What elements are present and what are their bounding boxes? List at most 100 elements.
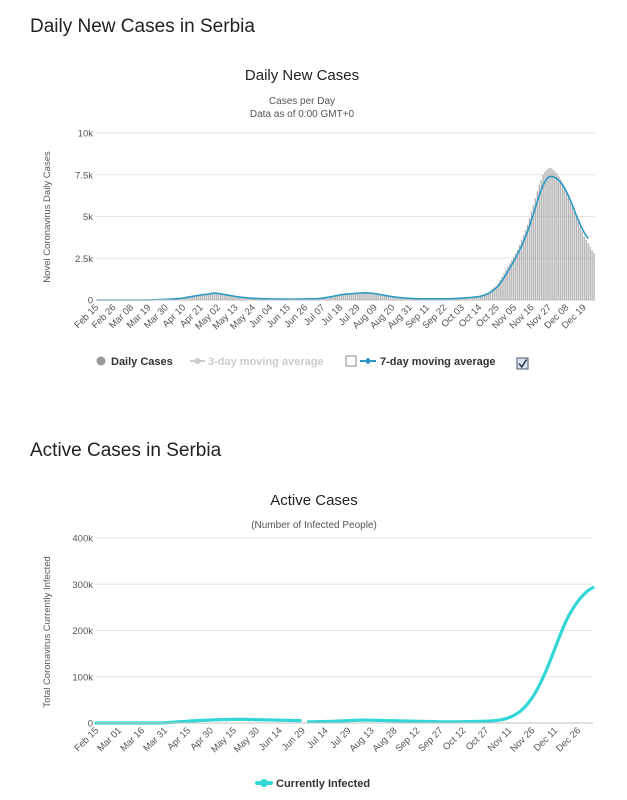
daily-case-bar[interactable] <box>335 295 337 300</box>
daily-case-bar[interactable] <box>560 179 562 300</box>
legend-item-3-day-average[interactable]: 3-day moving average <box>190 356 324 368</box>
daily-case-bar[interactable] <box>475 296 478 300</box>
legend-checkbox-checked[interactable] <box>516 357 529 370</box>
daily-case-bar[interactable] <box>360 292 362 300</box>
daily-case-bar[interactable] <box>327 296 329 300</box>
daily-case-bar[interactable] <box>331 296 333 300</box>
daily-case-bar[interactable] <box>503 273 505 300</box>
daily-case-bar[interactable] <box>225 294 227 300</box>
daily-case-bar[interactable] <box>399 297 401 300</box>
daily-case-bar[interactable] <box>542 174 544 300</box>
daily-case-bar[interactable] <box>352 293 355 300</box>
daily-case-bar[interactable] <box>509 263 511 300</box>
daily-case-bar[interactable] <box>319 298 321 300</box>
daily-case-bar[interactable] <box>518 244 521 300</box>
daily-case-bar[interactable] <box>350 293 353 300</box>
daily-case-bar[interactable] <box>233 295 235 300</box>
daily-case-bar[interactable] <box>462 298 464 300</box>
daily-case-bar[interactable] <box>489 290 491 300</box>
daily-case-bar[interactable] <box>583 236 585 300</box>
daily-case-bar[interactable] <box>593 253 595 300</box>
daily-case-bar[interactable] <box>382 295 384 300</box>
daily-case-bar[interactable] <box>505 269 507 300</box>
daily-case-bar[interactable] <box>323 297 325 300</box>
daily-case-bar[interactable] <box>239 296 241 300</box>
daily-case-bar[interactable] <box>389 296 392 300</box>
daily-case-bar[interactable] <box>479 295 482 300</box>
daily-case-bar[interactable] <box>393 297 396 300</box>
daily-case-bar[interactable] <box>378 294 380 300</box>
daily-case-bar[interactable] <box>364 292 366 300</box>
daily-case-bar[interactable] <box>342 294 345 300</box>
daily-case-bar[interactable] <box>493 287 495 300</box>
daily-case-bar[interactable] <box>532 204 535 300</box>
daily-case-bar[interactable] <box>336 294 339 300</box>
daily-case-bar[interactable] <box>387 296 390 300</box>
daily-case-bar[interactable] <box>235 296 237 300</box>
daily-case-bar[interactable] <box>403 298 405 300</box>
daily-case-bar[interactable] <box>473 296 476 300</box>
daily-case-bar[interactable] <box>579 226 582 300</box>
daily-case-bar[interactable] <box>468 297 470 301</box>
daily-case-bar[interactable] <box>499 279 501 300</box>
daily-case-bar[interactable] <box>348 293 351 300</box>
daily-case-bar[interactable] <box>522 234 525 300</box>
daily-case-bar[interactable] <box>237 296 239 300</box>
daily-case-bar[interactable] <box>554 171 556 300</box>
daily-case-bar[interactable] <box>513 256 515 300</box>
daily-case-bar[interactable] <box>585 239 587 300</box>
daily-case-bar[interactable] <box>458 298 460 300</box>
daily-case-bar[interactable] <box>563 186 566 300</box>
daily-case-bar[interactable] <box>552 169 554 300</box>
daily-case-bar[interactable] <box>329 296 331 300</box>
daily-case-bar[interactable] <box>356 292 358 300</box>
legend-item-7-day-average[interactable]: 7-day moving average <box>360 356 496 368</box>
daily-case-bar[interactable] <box>577 221 580 300</box>
daily-case-bar[interactable] <box>460 298 462 300</box>
daily-case-bar[interactable] <box>491 289 493 301</box>
daily-case-bar[interactable] <box>380 294 382 300</box>
daily-case-bar[interactable] <box>497 283 499 300</box>
daily-case-bar[interactable] <box>575 216 578 301</box>
legend-item-currently-infected[interactable]: Currently Infected <box>255 778 370 790</box>
daily-case-bar[interactable] <box>487 292 490 300</box>
daily-case-bar[interactable] <box>215 292 218 300</box>
daily-case-bar[interactable] <box>407 298 409 300</box>
daily-case-bar[interactable] <box>219 293 221 300</box>
daily-case-bar[interactable] <box>254 298 257 300</box>
daily-case-bar[interactable] <box>409 298 411 300</box>
daily-case-bar[interactable] <box>520 239 523 300</box>
daily-case-bar[interactable] <box>395 297 398 300</box>
daily-case-bar[interactable] <box>207 293 210 300</box>
daily-case-bar[interactable] <box>528 218 531 300</box>
daily-case-bar[interactable] <box>589 246 591 300</box>
daily-case-bar[interactable] <box>483 294 486 300</box>
daily-case-bar[interactable] <box>591 249 593 300</box>
daily-case-bar[interactable] <box>567 196 570 300</box>
daily-case-bar[interactable] <box>391 296 394 300</box>
daily-case-bar[interactable] <box>501 276 503 300</box>
daily-case-bar[interactable] <box>466 297 468 300</box>
daily-case-bar[interactable] <box>397 297 400 301</box>
daily-case-bar[interactable] <box>325 297 327 300</box>
daily-case-bar[interactable] <box>569 201 572 300</box>
daily-case-bar[interactable] <box>340 294 343 300</box>
daily-case-bar[interactable] <box>526 224 529 300</box>
daily-case-bar[interactable] <box>182 297 184 300</box>
daily-case-bar[interactable] <box>231 295 233 300</box>
daily-case-bar[interactable] <box>573 211 576 300</box>
legend-checkbox[interactable] <box>345 355 357 367</box>
daily-case-bar[interactable] <box>243 297 245 301</box>
daily-case-bar[interactable] <box>544 171 546 300</box>
daily-case-bar[interactable] <box>511 259 513 300</box>
daily-case-bar[interactable] <box>196 295 198 300</box>
daily-case-bar[interactable] <box>372 293 374 300</box>
daily-case-bar[interactable] <box>548 168 550 300</box>
daily-case-bar[interactable] <box>515 253 517 300</box>
daily-case-bar[interactable] <box>252 298 255 300</box>
daily-case-bar[interactable] <box>188 296 190 300</box>
daily-case-bar[interactable] <box>587 243 589 300</box>
daily-case-bar[interactable] <box>333 295 335 300</box>
daily-case-bar[interactable] <box>562 183 564 300</box>
daily-case-bar[interactable] <box>198 294 200 300</box>
